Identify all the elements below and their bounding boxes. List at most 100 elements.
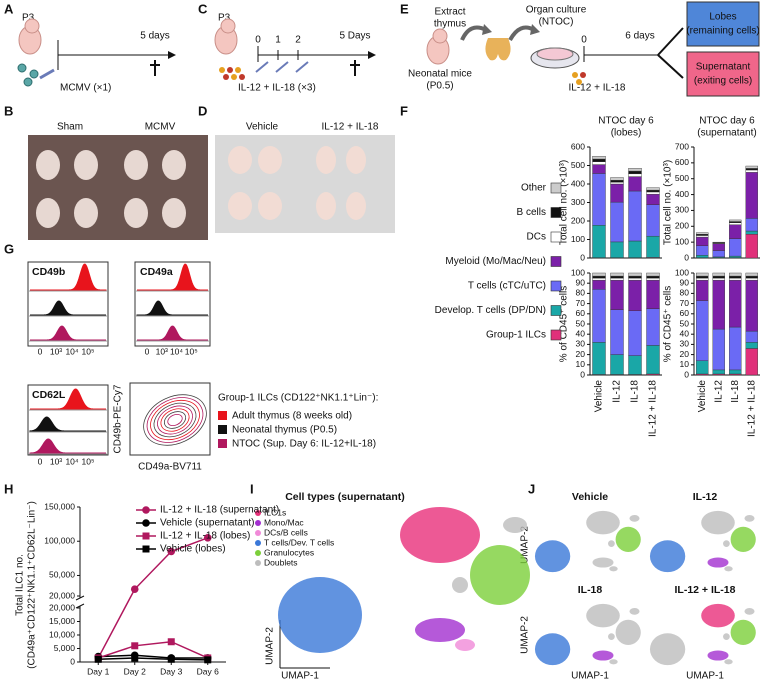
y-tick-label: 20 [576, 349, 586, 359]
decoration [482, 24, 492, 35]
label: Group-1 ILCs (CD122⁺NK1.1⁺Lin⁻): [218, 393, 378, 404]
output-box [686, 1, 760, 47]
bar-segment [628, 279, 642, 311]
bar-segment [696, 255, 709, 258]
label: 5 Days [339, 31, 370, 42]
label: 1 [275, 35, 281, 46]
axis-tick-label: 10⁵ [82, 346, 95, 356]
y-tick-label: 60 [680, 308, 690, 318]
bar-segment [610, 177, 624, 181]
y-tick-label: 90 [576, 277, 586, 287]
label: UMAP-1 [686, 671, 724, 680]
legend-label: Neonatal thymus (P0.5) [232, 425, 337, 436]
umap-cluster [609, 659, 618, 665]
histogram [30, 388, 106, 410]
cytokine-icon [231, 74, 237, 80]
bar-segment [729, 275, 742, 279]
bar-segment [592, 158, 606, 162]
cytokine-icon [576, 79, 582, 85]
histogram [29, 438, 106, 454]
y-tick-label: 0 [684, 369, 689, 379]
legend-label: Myeloid (Mo/Mac/Neu) [445, 256, 546, 267]
data-point [167, 638, 175, 646]
axis-tick-label: 10⁴ [65, 346, 78, 356]
umap-cluster [470, 545, 530, 605]
umap-cluster [534, 540, 571, 573]
umap-cluster [730, 526, 756, 553]
label: E [400, 1, 409, 16]
histogram [137, 325, 208, 341]
thymus-photo [258, 146, 282, 174]
umap-cluster [400, 507, 480, 563]
umap-cluster [629, 515, 640, 522]
bar-segment [729, 277, 742, 281]
legend-swatch [550, 231, 562, 243]
chart-title: NTOC day 6 [598, 116, 654, 127]
y-tick-label: 500 [675, 173, 689, 183]
umap-cluster [415, 618, 465, 642]
bar-segment [646, 204, 660, 237]
output-label: Supernatant [696, 62, 751, 73]
legend-swatch [550, 182, 562, 194]
y-tick-label: 50,000 [49, 570, 75, 580]
bar-segment [696, 300, 709, 361]
y-tick-label: 100 [571, 234, 585, 244]
decoration [368, 51, 376, 59]
bar-segment [729, 224, 742, 239]
label: D [198, 103, 207, 118]
legend-marker [142, 545, 150, 553]
bar-segment [610, 180, 624, 183]
cytokine-icon [580, 72, 586, 78]
label: 0 [581, 35, 587, 46]
legend-dot [255, 550, 261, 556]
label: Extract [434, 7, 465, 18]
bar-segment [745, 330, 758, 343]
cytokine-icon [227, 67, 233, 73]
data-point [131, 654, 139, 662]
y-tick-label: 50 [576, 318, 586, 328]
umap-cluster [586, 510, 620, 535]
umap-cluster [701, 603, 735, 628]
label: Neonatal mice [408, 69, 472, 80]
legend-label: Develop. T cells (DP/DN) [435, 305, 546, 316]
legend-label: Vehicle (supernatant) [160, 518, 255, 529]
label: Vehicle [246, 122, 279, 133]
bar-segment [696, 360, 709, 375]
bar-segment [745, 342, 758, 349]
umap-cluster [534, 633, 571, 666]
axis-tick-label: 10⁴ [170, 346, 183, 356]
bar-segment [745, 277, 758, 281]
bar-segment [592, 161, 606, 165]
bar-segment [610, 241, 624, 258]
virus-icon [23, 77, 33, 87]
decoration [536, 47, 574, 61]
umap-cluster [608, 540, 615, 547]
umap-cluster [586, 603, 620, 628]
cytokine-icon [572, 72, 578, 78]
label: UMAP-2 [520, 526, 531, 564]
bar-segment [696, 236, 709, 246]
histogram [137, 300, 208, 316]
bar-segment [696, 277, 709, 281]
legend-marker [142, 532, 150, 540]
umap-cluster [278, 577, 362, 653]
legend-label: NTOC (Sup. Day 6: IL-12+IL-18) [232, 439, 376, 450]
bar-segment [628, 170, 642, 175]
label: IL-18 [578, 584, 603, 596]
bar-segment [712, 250, 725, 258]
cytokine-icon [223, 74, 229, 80]
label: IL-12 + IL-18 [675, 584, 736, 596]
legend-label: Mono/Mac [264, 517, 304, 527]
umap-cluster [615, 619, 641, 646]
legend-label: Granulocytes [264, 547, 314, 557]
umap-cluster [730, 619, 756, 646]
y-tick-label: 20,000 [49, 602, 75, 612]
legend-dot [255, 520, 261, 526]
series-line [98, 657, 208, 661]
bar-segment [610, 183, 624, 203]
bar-segment [646, 235, 660, 258]
x-tick-label: Vehicle [697, 380, 708, 413]
y-tick-label: 40 [680, 328, 690, 338]
label: P3 [218, 13, 231, 24]
bar-segment [745, 279, 758, 332]
